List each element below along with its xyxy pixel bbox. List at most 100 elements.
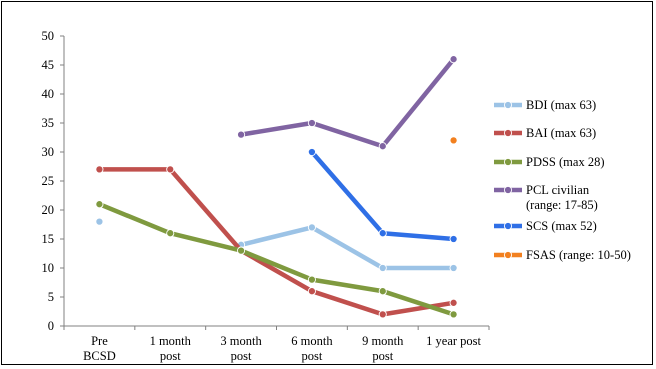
x-category-label: 1 month post (150, 334, 192, 363)
series-line-segment (97, 201, 173, 236)
x-category-label-line: 6 month (291, 334, 333, 348)
series-line-segment (309, 149, 385, 236)
y-tick-label: 20 (42, 203, 55, 217)
x-category-label-line: Pre (91, 334, 108, 348)
series-line-segment (309, 277, 385, 294)
series-line-segment (380, 56, 456, 149)
x-category-label: 3 month post (220, 334, 262, 363)
data-point (166, 229, 175, 238)
series (449, 136, 458, 145)
series (307, 147, 458, 244)
legend-label-line: SCS (max 52) (526, 219, 597, 233)
x-category-label: Pre BCSD (83, 334, 116, 363)
data-point (237, 130, 246, 139)
legend-label-line: PCL civilian (526, 183, 590, 197)
legend-item: SCS (max 52) (494, 219, 597, 233)
x-category-label-line: post (160, 349, 181, 363)
series-line-segment (238, 120, 315, 137)
data-point (307, 287, 316, 296)
y-tick-label: 45 (42, 58, 55, 72)
x-category-label-line: 1 month (150, 334, 192, 348)
legend-label: FSAS (range: 10-50) (526, 248, 631, 262)
series-line-segment (380, 300, 456, 317)
y-tick-label: 35 (42, 116, 55, 130)
series (95, 217, 458, 273)
data-point (449, 298, 458, 307)
series-line-segment (168, 230, 244, 253)
legend-label: SCS (max 52) (526, 219, 597, 233)
data-point (378, 310, 387, 319)
data-point (307, 223, 316, 232)
legend-label-line: PDSS (max 28) (526, 155, 604, 169)
data-point (95, 165, 104, 174)
x-category-label-line: post (301, 349, 322, 363)
series (95, 165, 458, 319)
legend-label-line: BDI (max 63) (526, 98, 596, 112)
data-point (449, 310, 458, 319)
data-point (378, 287, 387, 296)
series-line-segment (380, 288, 456, 317)
x-category-label: 1 year post (426, 334, 481, 348)
data-point (449, 234, 458, 244)
legend-label: PCL civilian (range: 17-85) (526, 183, 598, 212)
y-tick-label: 0 (48, 319, 54, 333)
legend-item: FSAS (range: 10-50) (494, 248, 631, 262)
legend-swatch-marker (503, 100, 513, 110)
data-point (378, 229, 387, 238)
data-point (449, 263, 458, 273)
legend-label-line: BAI (max 63) (526, 126, 596, 140)
data-point (307, 118, 316, 128)
legend-label-line: (range: 17-85) (526, 198, 598, 212)
data-point (95, 200, 104, 209)
data-point (237, 246, 246, 255)
x-category-label-line: BCSD (83, 349, 116, 363)
y-tick-label: 40 (42, 87, 55, 101)
legend-swatch-marker (503, 128, 513, 138)
x-category-label: 9 month post (362, 334, 404, 363)
y-tick-label: 30 (42, 145, 55, 159)
data-point (95, 217, 104, 226)
series (95, 200, 458, 319)
y-tick-label: 50 (42, 29, 55, 43)
legend-swatch-marker (503, 221, 513, 231)
x-category-label-line: 9 month (362, 334, 404, 348)
legend-item: BDI (max 63) (494, 98, 596, 112)
legend-swatch-marker (503, 250, 513, 260)
data-point (449, 136, 458, 145)
series-line-segment (309, 120, 385, 149)
legend-label: BAI (max 63) (526, 126, 596, 140)
x-category-label-line: post (372, 349, 393, 363)
y-tick-label: 25 (42, 174, 55, 188)
data-point (307, 275, 316, 284)
y-tick-label: 15 (42, 232, 55, 246)
data-point (378, 142, 387, 151)
x-category-label-line: 3 month (220, 334, 262, 348)
legend-item: PCL civilian (range: 17-85) (494, 183, 598, 212)
legend-swatch-marker (503, 157, 513, 167)
series-line-segment (238, 225, 315, 248)
legend-label: PDSS (max 28) (526, 155, 604, 169)
legend: BDI (max 63) BAI (max 63) PDSS (max 28) PCL… (494, 98, 631, 262)
series-line-segment (168, 167, 244, 253)
x-category-label-line: 1 year post (426, 334, 481, 348)
data-point (378, 263, 387, 273)
series-line-segment (380, 230, 456, 242)
series-line-segment (309, 225, 385, 271)
series-line-segment (309, 288, 385, 317)
data-point (449, 55, 458, 64)
legend-label-line: FSAS (range: 10-50) (526, 248, 631, 262)
legend-item: BAI (max 63) (494, 126, 596, 140)
legend-label: BDI (max 63) (526, 98, 596, 112)
legend-item: PDSS (max 28) (494, 155, 604, 169)
series-line-segment (238, 248, 315, 282)
y-tick-label: 5 (48, 290, 54, 304)
series (237, 55, 458, 151)
y-axis: 0 5 10 15 20 25 30 35 40 45 50 (42, 29, 65, 333)
x-category-label-line: post (231, 349, 252, 363)
x-category-label: 6 month post (291, 334, 333, 363)
y-tick-label: 10 (42, 261, 55, 275)
series-layer (95, 55, 458, 319)
